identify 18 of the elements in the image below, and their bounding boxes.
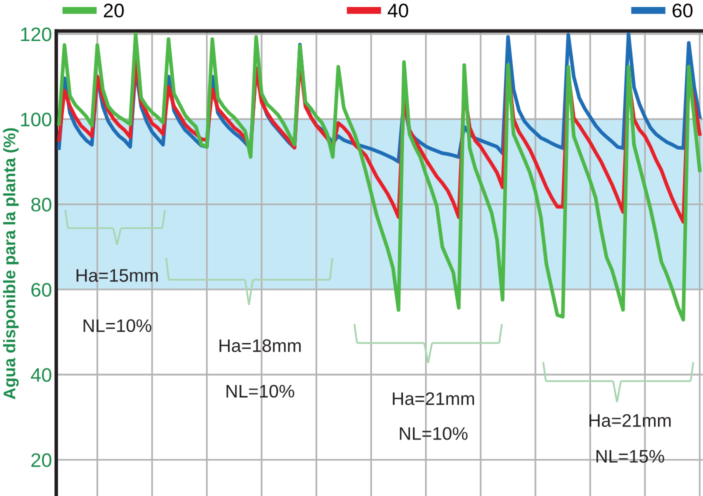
annotation: Ha=18mm (220, 339, 301, 352)
legend-label: 60 (672, 4, 693, 18)
y-tick-label: 40 (30, 368, 52, 382)
annotation: NL=10% (226, 384, 294, 398)
y-tick-label: 100 (21, 112, 52, 126)
annotation: Ha=21mm (590, 414, 671, 427)
annotation: NL=15% (596, 450, 664, 463)
annotation: Ha=15mm (76, 269, 158, 282)
y-tick-label: 20 (31, 453, 52, 468)
y-tick-label: 120 (21, 27, 52, 42)
annotation: NL=10% (400, 427, 468, 440)
y-axis-title: Agua disponible para la planta (%) (3, 128, 19, 400)
y-tick-label: 60 (31, 282, 52, 297)
legend-label: 40 (388, 4, 408, 18)
annotation: Ha=21mm (392, 392, 474, 406)
legend-label: 20 (104, 4, 124, 18)
annotation: NL=10% (84, 319, 152, 332)
y-tick-label: 80 (31, 198, 52, 212)
